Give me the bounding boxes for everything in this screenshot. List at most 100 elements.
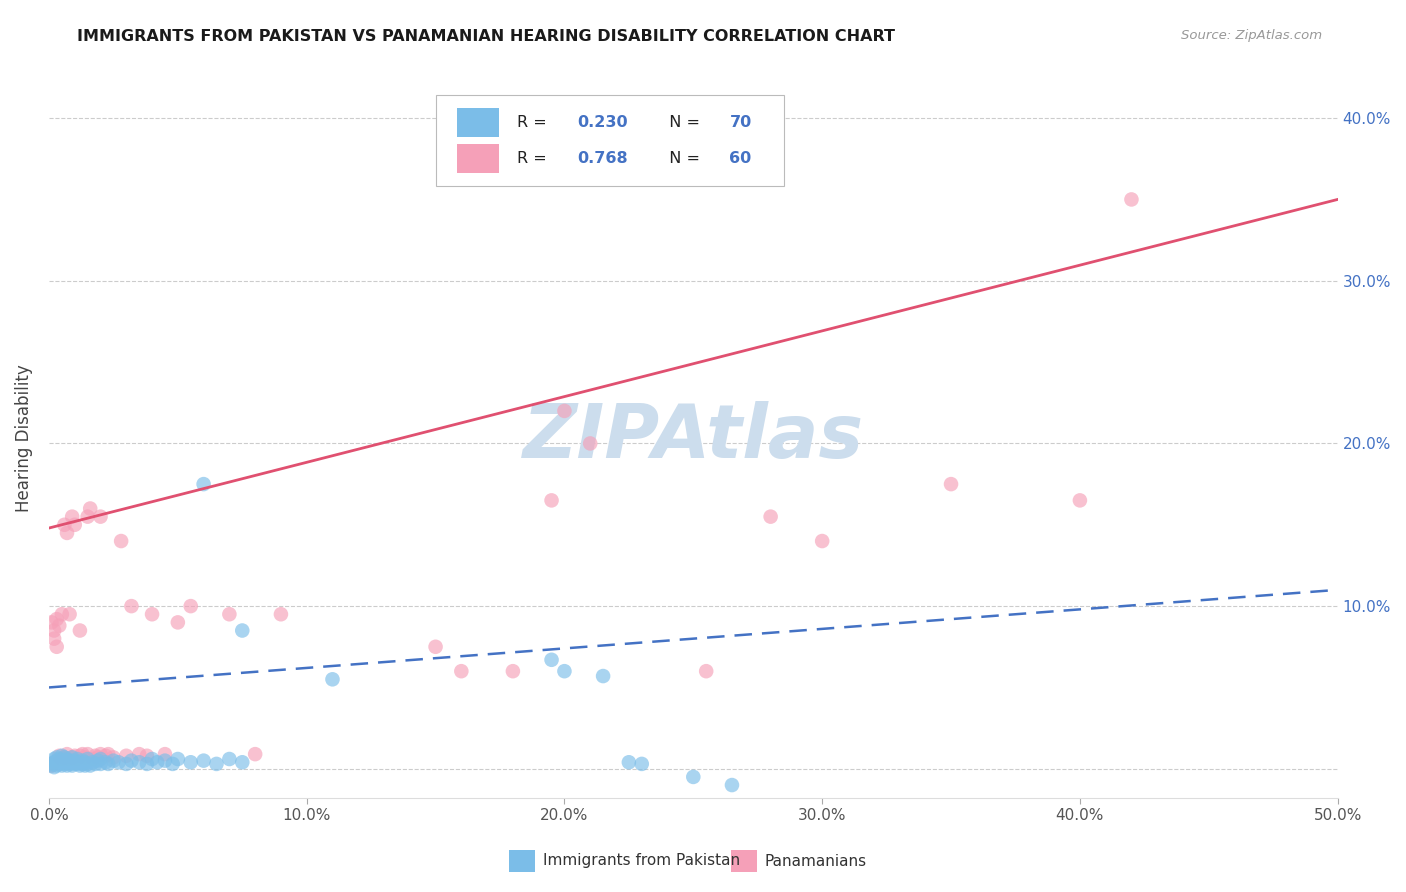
Point [89,509,111,524]
Point [53,754,76,768]
Point [450,664,472,678]
Point [41,756,63,771]
Point [51,758,73,772]
Point [1069,493,1091,508]
Bar [457,145,499,173]
Point [53,756,76,771]
Point [63,754,86,768]
Point [110,534,132,549]
Point [48,756,70,771]
Point [128,747,150,761]
Point [51,607,73,622]
Point [82,756,104,770]
Point [103,750,125,764]
Point [60,758,83,772]
Point [53,517,76,532]
Point [45,640,67,654]
Text: N =: N = [658,115,704,130]
Point [56,752,79,766]
Point [53,750,76,764]
Point [41,758,63,772]
Point [579,436,602,450]
Point [60,756,83,770]
Point [1121,193,1143,207]
Point [205,756,228,771]
Text: IMMIGRANTS FROM PAKISTAN VS PANAMANIAN HEARING DISABILITY CORRELATION CHART: IMMIGRANTS FROM PAKISTAN VS PANAMANIAN H… [77,29,896,44]
Point [89,756,111,771]
Point [79,501,101,516]
Point [89,747,111,761]
Point [553,404,575,418]
Point [58,607,80,622]
Point [76,756,98,771]
Text: ZIPAtlas: ZIPAtlas [523,401,863,475]
Point [87,750,110,764]
Point [66,752,89,766]
Point [94,756,117,770]
Point [42,760,65,774]
Point [56,747,79,761]
Point [97,756,120,771]
Point [60,750,83,764]
Point [270,607,292,622]
Point [51,748,73,763]
Point [51,756,73,770]
Point [89,752,111,766]
Point [193,754,215,768]
Point [48,748,70,763]
Point [682,770,704,784]
Point [87,754,110,768]
Point [72,754,94,768]
Point [162,756,184,771]
Point [66,756,89,771]
Point [141,607,163,622]
Point [76,752,98,766]
Point [180,756,202,770]
Bar [731,850,756,872]
Point [73,750,96,764]
FancyBboxPatch shape [436,95,783,186]
Point [72,747,94,761]
Point [45,754,67,768]
Text: Source: ZipAtlas.com: Source: ZipAtlas.com [1181,29,1322,42]
Point [58,756,80,771]
Point [630,756,652,771]
Point [72,756,94,771]
Point [540,653,562,667]
Point [63,517,86,532]
Point [592,669,614,683]
Point [63,756,86,771]
Point [51,752,73,766]
Point [45,750,67,764]
Point [73,758,96,772]
Point [53,750,76,764]
Point [42,632,65,646]
Bar [457,109,499,137]
Point [45,758,67,772]
Point [811,534,834,549]
Point [166,752,188,766]
Point [128,756,150,770]
Point [218,607,240,622]
Point [231,756,253,770]
Y-axis label: Hearing Disability: Hearing Disability [15,364,32,512]
Text: 60: 60 [730,152,752,167]
Point [120,599,142,614]
Point [60,509,83,524]
Text: 70: 70 [730,115,752,130]
Point [42,752,65,766]
Point [218,752,240,766]
Point [553,664,575,678]
Point [135,756,157,771]
Point [540,493,562,508]
Point [45,612,67,626]
Point [42,756,65,770]
Point [243,747,266,761]
Point [42,624,65,638]
Point [48,618,70,632]
Text: 0.230: 0.230 [578,115,628,130]
Point [115,756,138,771]
Point [120,754,142,768]
Point [97,747,120,761]
Point [58,754,80,768]
